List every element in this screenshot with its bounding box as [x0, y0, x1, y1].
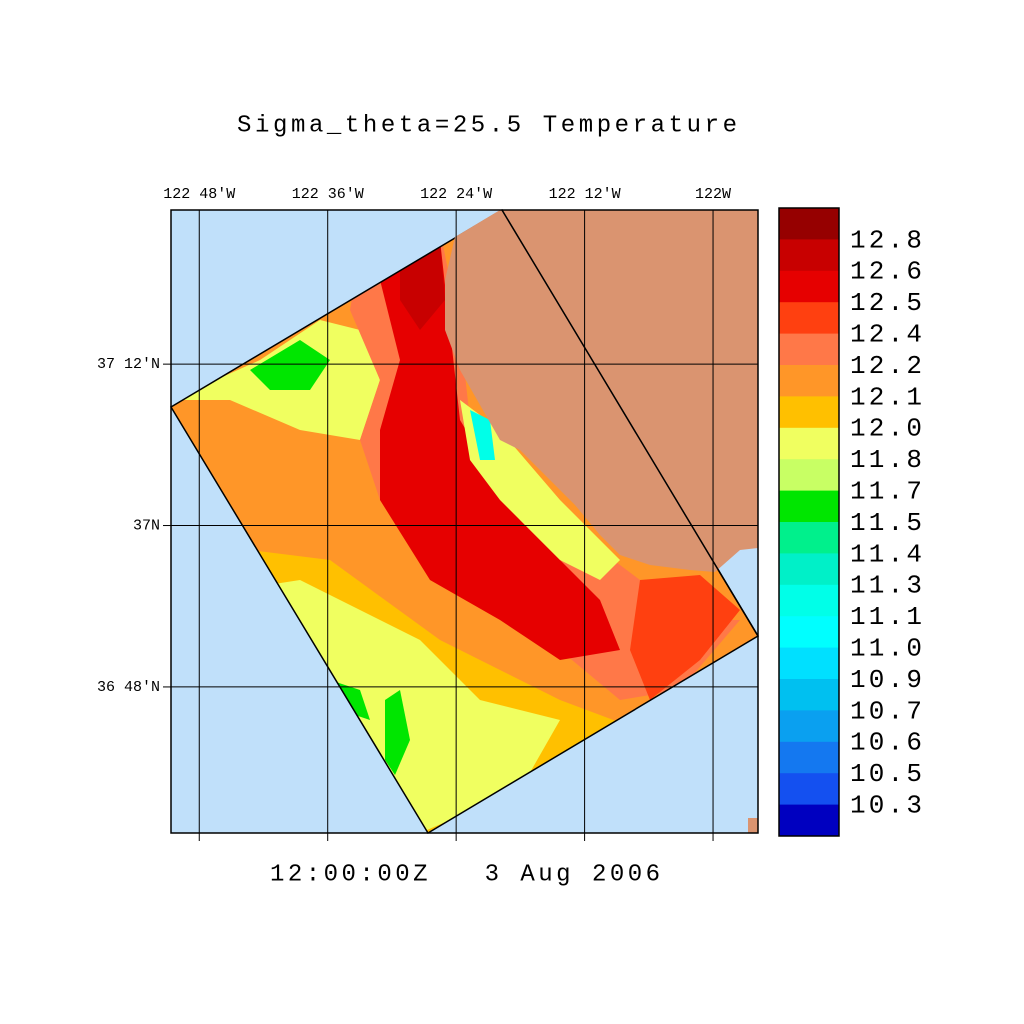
- x-tick-label: 122 12'W: [549, 186, 621, 203]
- colorbar-band: [779, 553, 839, 586]
- colorbar-band: [779, 333, 839, 366]
- map-field: [169, 208, 760, 835]
- colorbar-band: [779, 679, 839, 711]
- y-tick-label: 37 12'N: [97, 356, 160, 373]
- x-tick-label: 122 24'W: [420, 186, 492, 203]
- y-tick-label: 36 48'N: [97, 679, 160, 696]
- colorbar-band: [779, 365, 839, 397]
- colorbar-band: [779, 616, 839, 649]
- colorbar-band: [779, 459, 839, 492]
- colorbar-label: 12.2: [850, 351, 922, 381]
- colorbar-label: 11.8: [850, 445, 922, 475]
- colorbar-label: 10.3: [850, 790, 922, 820]
- colorbar-band: [779, 741, 839, 774]
- colorbar-label: 11.5: [850, 508, 922, 538]
- colorbar-band: [779, 490, 839, 523]
- land: [748, 818, 758, 833]
- colorbar-label: 10.5: [850, 759, 922, 789]
- colorbar-label: 12.0: [850, 414, 922, 444]
- colorbar-band: [779, 773, 839, 806]
- colorbar-band: [779, 396, 839, 429]
- x-tick-label: 122 48'W: [163, 186, 235, 203]
- y-tick-label: 37N: [133, 518, 160, 535]
- colorbar-label: 10.6: [850, 728, 922, 758]
- colorbar-band: [779, 302, 839, 335]
- colorbar-label: 10.7: [850, 696, 922, 726]
- colorbar-label: 11.0: [850, 633, 922, 663]
- colorbar-label: 12.4: [850, 319, 922, 349]
- colorbar-band: [779, 522, 839, 554]
- colorbar-label: 11.1: [850, 602, 922, 632]
- colorbar: 12.812.612.512.412.212.112.011.811.711.5…: [778, 207, 922, 837]
- domain-edge: [501, 209, 759, 637]
- colorbar-band: [779, 710, 839, 743]
- colorbar-band: [779, 239, 839, 272]
- colorbar-band: [779, 647, 839, 680]
- colorbar-label: 11.3: [850, 571, 922, 601]
- colorbar-band: [779, 208, 839, 240]
- colorbar-label: 12.5: [850, 288, 922, 318]
- colorbar-label: 11.7: [850, 476, 922, 506]
- chart-title: Sigma_theta=25.5 Temperature: [237, 112, 737, 139]
- colorbar-band: [779, 584, 839, 617]
- colorbar-label: 11.4: [850, 539, 922, 569]
- colorbar-label: 12.6: [850, 257, 922, 287]
- colorbar-band: [779, 427, 839, 460]
- colorbar-label: 12.1: [850, 382, 922, 412]
- land: [445, 210, 758, 572]
- colorbar-band: [779, 804, 839, 837]
- colorbar-label: 10.9: [850, 665, 922, 695]
- colorbar-label: 12.8: [850, 225, 922, 255]
- x-tick-label: 122 36'W: [292, 186, 364, 203]
- timestamp: 12:00:00Z 3 Aug 2006: [270, 861, 660, 888]
- colorbar-band: [779, 270, 839, 303]
- colorbar-frame: [778, 207, 840, 837]
- x-tick-label: 122W: [695, 186, 731, 203]
- plot-frame: [170, 209, 759, 834]
- axes: 122 48'W 122 36'W 122 24'W 122 12'W 122W 37 1…: [97, 186, 758, 841]
